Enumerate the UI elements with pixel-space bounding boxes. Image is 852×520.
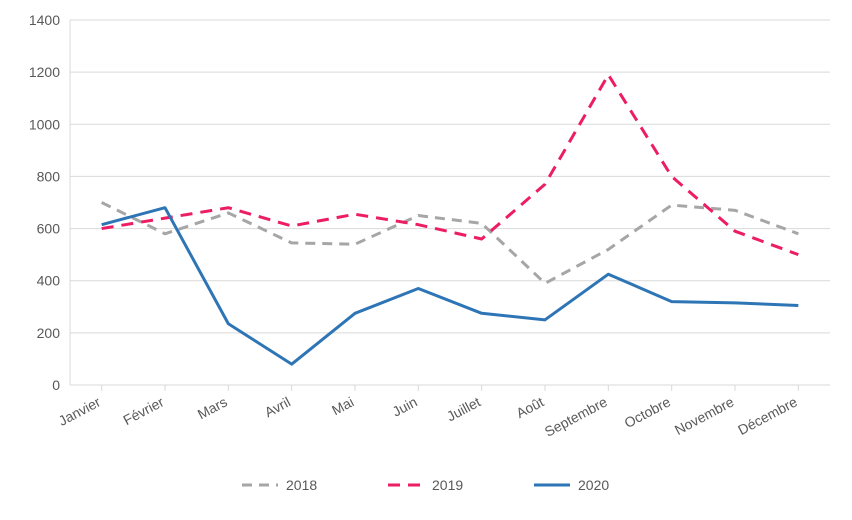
y-tick-label: 400 bbox=[37, 273, 61, 289]
chart-canvas: 0200400600800100012001400JanvierFévrierM… bbox=[0, 0, 852, 520]
y-tick-label: 1400 bbox=[29, 12, 60, 28]
legend-label: 2018 bbox=[286, 477, 317, 493]
line-chart: 0200400600800100012001400JanvierFévrierM… bbox=[0, 0, 852, 520]
legend-label: 2019 bbox=[432, 477, 463, 493]
legend-label: 2020 bbox=[578, 477, 609, 493]
y-tick-label: 600 bbox=[37, 221, 61, 237]
y-tick-label: 0 bbox=[52, 377, 60, 393]
y-tick-label: 1000 bbox=[29, 116, 60, 132]
y-tick-label: 1200 bbox=[29, 64, 60, 80]
y-tick-label: 800 bbox=[37, 168, 61, 184]
y-tick-label: 200 bbox=[37, 325, 61, 341]
